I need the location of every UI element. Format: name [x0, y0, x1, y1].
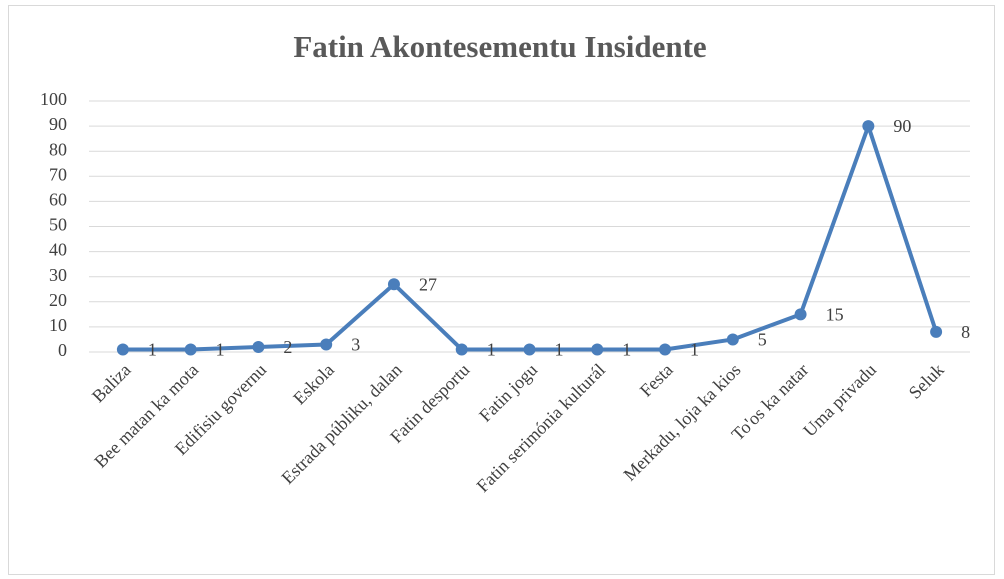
y-tick-label: 0: [58, 340, 67, 360]
data-label: 2: [283, 337, 292, 357]
y-tick-label: 60: [49, 190, 67, 210]
marker: [862, 120, 875, 133]
data-label: 1: [555, 340, 564, 360]
data-label: 8: [961, 322, 970, 342]
data-label: 1: [487, 340, 496, 360]
marker: [523, 343, 536, 356]
marker: [794, 308, 807, 321]
y-tick-label: 70: [49, 164, 67, 184]
chart-border: [8, 5, 995, 575]
marker: [252, 340, 265, 353]
data-label: 5: [758, 330, 767, 350]
marker: [659, 343, 672, 356]
y-tick-label: 50: [49, 215, 67, 235]
marker: [184, 343, 197, 356]
data-label: 1: [622, 340, 631, 360]
marker: [320, 338, 333, 351]
data-label: 1: [216, 340, 225, 360]
data-label: 1: [148, 340, 157, 360]
chart-title: Fatin Akontesementu Insidente: [293, 29, 706, 64]
marker: [930, 325, 943, 338]
y-tick-label: 100: [40, 89, 67, 109]
y-tick-label: 20: [49, 290, 67, 310]
marker: [387, 278, 400, 291]
y-tick-label: 10: [49, 315, 67, 335]
data-label: 15: [826, 304, 844, 324]
marker: [726, 333, 739, 346]
y-tick-label: 30: [49, 265, 67, 285]
data-label: 3: [351, 335, 360, 355]
data-label: 90: [893, 116, 911, 136]
marker: [116, 343, 129, 356]
data-label: 1: [690, 340, 699, 360]
data-label: 27: [419, 274, 437, 294]
marker: [455, 343, 468, 356]
y-tick-label: 40: [49, 240, 67, 260]
marker: [591, 343, 604, 356]
y-tick-label: 80: [49, 139, 67, 159]
y-tick-label: 90: [49, 114, 67, 134]
